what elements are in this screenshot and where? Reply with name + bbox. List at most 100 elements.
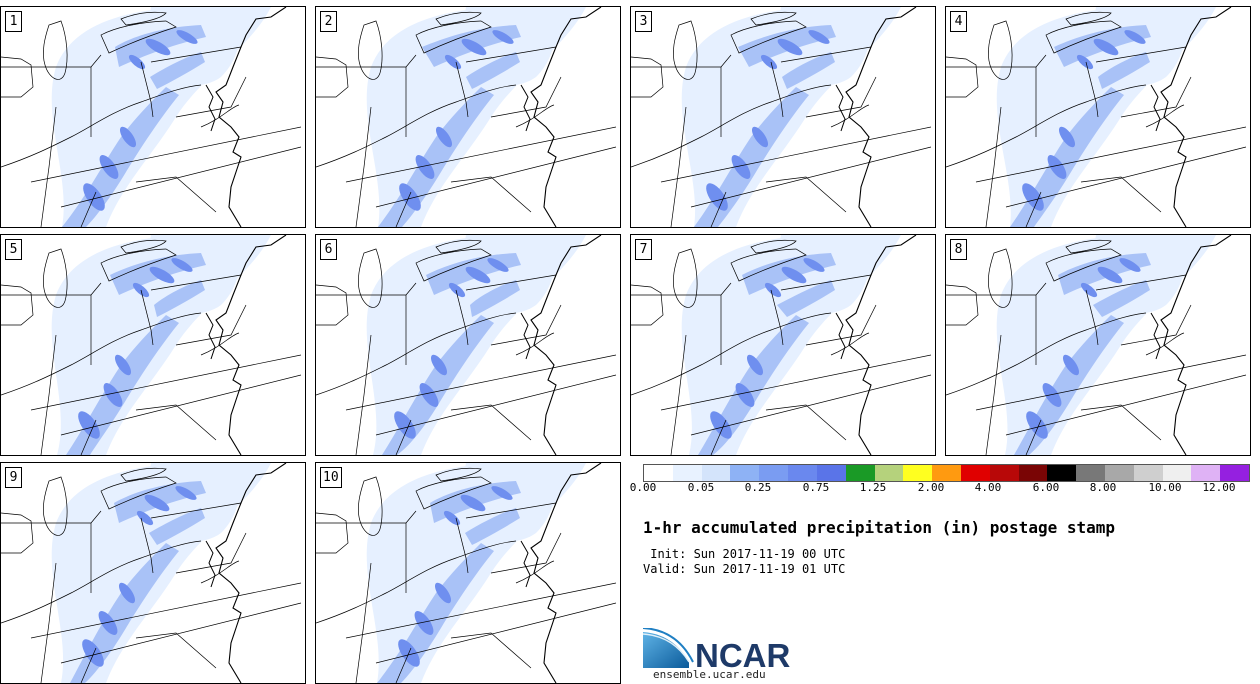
- state-border: [200, 332, 240, 356]
- chesapeake-bay: [520, 312, 531, 360]
- precip-light: [456, 463, 555, 542]
- member-label: 3: [635, 11, 652, 32]
- precip-heavy-cell: [394, 411, 416, 439]
- precip-medium: [782, 52, 835, 89]
- precip-heavy-cell: [461, 38, 487, 56]
- precip-heavy-cell: [760, 54, 778, 70]
- colorbar-tick-label: 8.00: [1089, 481, 1117, 494]
- state-border: [316, 512, 349, 554]
- state-border: [805, 304, 877, 346]
- colorbar-segment: [788, 465, 817, 481]
- precip-medium: [466, 52, 520, 89]
- lake-huron: [120, 467, 167, 482]
- precip-heavy-cell: [1058, 126, 1076, 148]
- ohio-river: [631, 84, 832, 168]
- precip-field: [996, 7, 1216, 227]
- state-border: [1120, 76, 1192, 118]
- lake-huron: [120, 239, 167, 254]
- precip-heavy-cell: [1080, 282, 1098, 298]
- ohio-river: [946, 312, 1147, 396]
- colorbar-segment: [1191, 465, 1221, 481]
- precip-heavy-cell: [128, 54, 146, 70]
- lake-huron: [750, 239, 797, 254]
- member-map-panel: 10: [315, 462, 621, 684]
- atlantic-coastline: [1160, 7, 1232, 227]
- state-border: [631, 56, 664, 98]
- precip-heavy-cell: [176, 30, 198, 44]
- member-map-panel: 5: [0, 234, 306, 456]
- state-border: [395, 647, 412, 683]
- precip-heavy-cell: [781, 266, 807, 284]
- precip-heavy-cell: [136, 510, 154, 526]
- member-label: 4: [950, 11, 967, 32]
- member-map: [946, 235, 1247, 455]
- state-border: [1005, 146, 1247, 208]
- precip-heavy-cell: [415, 155, 435, 179]
- state-border: [135, 176, 217, 213]
- state-border: [465, 502, 557, 519]
- precip-heavy-cell: [114, 354, 132, 376]
- state-border: [1, 284, 34, 326]
- state-border: [345, 126, 617, 183]
- member-map: [316, 463, 617, 683]
- colorbar-segment: [672, 465, 702, 481]
- state-border: [80, 419, 97, 455]
- precip-heavy-cell: [803, 258, 825, 272]
- precip-medium: [465, 508, 520, 545]
- state-border: [375, 374, 617, 436]
- state-border: [395, 191, 412, 227]
- lake-erie: [100, 20, 177, 54]
- precip-heavy-cell: [1047, 155, 1067, 179]
- state-border: [765, 404, 847, 441]
- state-border: [316, 284, 349, 326]
- state-border: [60, 374, 302, 436]
- precip-heavy-cell: [1042, 383, 1062, 407]
- lake-michigan: [43, 248, 68, 308]
- precip-heavy-cell: [710, 411, 732, 439]
- state-border: [345, 582, 617, 639]
- member-label: 9: [5, 467, 22, 488]
- state-boundaries: [1, 463, 302, 683]
- precip-light: [1086, 235, 1185, 314]
- chesapeake-bay: [1150, 84, 1161, 132]
- colorbar-segment: [1076, 465, 1105, 481]
- state-border: [690, 146, 932, 208]
- lake-michigan: [988, 248, 1013, 308]
- member-map: [631, 235, 932, 455]
- state-border: [375, 146, 617, 208]
- state-boundaries: [631, 7, 932, 227]
- lake-michigan: [358, 476, 383, 536]
- precip-field: [681, 7, 901, 227]
- member-map: [631, 7, 932, 227]
- chesapeake-bay: [520, 540, 531, 588]
- init-time: Init: Sun 2017-11-19 00 UTC: [643, 547, 846, 561]
- precip-heavy-cell: [103, 383, 123, 407]
- precip-heavy-cell: [448, 282, 466, 298]
- state-border: [1080, 404, 1162, 441]
- colorbar-tick-label: 0.05: [687, 481, 715, 494]
- state-border: [670, 106, 687, 227]
- member-map-panel: 9: [0, 462, 306, 684]
- state-border: [90, 510, 154, 574]
- atlantic-coastline: [845, 7, 917, 227]
- precip-heavy-cell: [118, 582, 136, 604]
- colorbar-tick-label: 1.25: [859, 481, 887, 494]
- precip-light: [771, 7, 870, 86]
- member-label: 6: [320, 239, 337, 260]
- state-border: [405, 510, 469, 574]
- precip-heavy-cell: [460, 494, 486, 512]
- atlantic-coastline: [530, 463, 602, 683]
- member-map-panel: 1: [0, 6, 306, 228]
- lake-michigan: [358, 20, 383, 80]
- colorbar-tick-label: 0.75: [802, 481, 830, 494]
- state-border: [1, 56, 34, 98]
- valid-time: Valid: Sun 2017-11-19 01 UTC: [643, 562, 846, 576]
- state-border: [710, 191, 727, 227]
- colorbar-tick-labels: 0.00 0.05 0.25 0.75 1.25 2.00 4.00 6.00 8.00 10.0…: [620, 480, 1260, 496]
- lake-huron: [1065, 11, 1112, 26]
- precip-heavy-cell: [144, 494, 170, 512]
- precip-field: [366, 7, 586, 227]
- state-border: [515, 332, 555, 356]
- precip-heavy-cell: [777, 38, 803, 56]
- lake-michigan: [673, 20, 698, 80]
